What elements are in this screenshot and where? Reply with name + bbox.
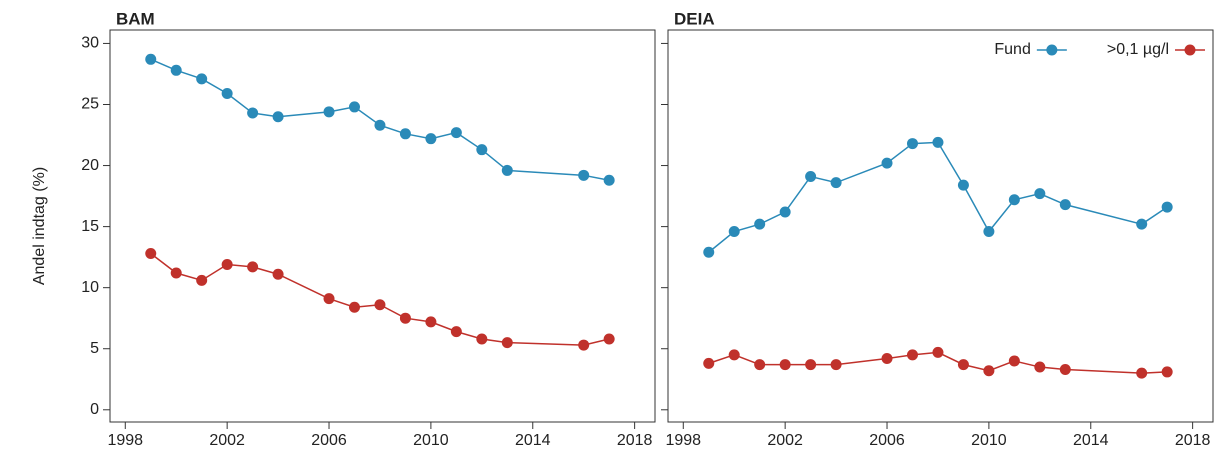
data-point bbox=[805, 171, 817, 183]
data-point bbox=[476, 144, 488, 156]
legend-marker bbox=[1046, 44, 1058, 56]
x-tick-label: 1998 bbox=[107, 432, 143, 449]
data-point bbox=[805, 359, 817, 371]
data-point bbox=[425, 133, 437, 145]
x-tick-label: 2002 bbox=[209, 432, 245, 449]
data-point bbox=[754, 359, 766, 371]
data-point bbox=[501, 337, 513, 349]
data-point bbox=[348, 101, 360, 113]
data-point bbox=[957, 359, 969, 371]
data-point bbox=[906, 138, 918, 150]
data-point bbox=[1161, 366, 1173, 378]
data-point bbox=[1136, 367, 1148, 379]
x-tick-label: 1998 bbox=[665, 432, 701, 449]
data-point bbox=[272, 111, 284, 123]
data-point bbox=[1008, 355, 1020, 367]
data-point bbox=[348, 301, 360, 313]
data-point bbox=[501, 164, 513, 176]
data-point bbox=[374, 119, 386, 131]
data-point bbox=[830, 359, 842, 371]
y-tick-label: 5 bbox=[90, 340, 99, 357]
data-point bbox=[399, 312, 411, 324]
series-line bbox=[708, 351, 1168, 374]
x-tick-label: 2018 bbox=[617, 432, 653, 449]
data-point bbox=[703, 357, 715, 369]
data-point bbox=[728, 349, 740, 361]
data-point bbox=[1059, 199, 1071, 211]
series-line bbox=[150, 58, 610, 181]
data-point bbox=[1136, 218, 1148, 230]
data-point bbox=[170, 267, 182, 279]
data-point bbox=[425, 316, 437, 328]
y-tick-label: 10 bbox=[81, 279, 99, 296]
data-point bbox=[399, 128, 411, 140]
y-tick-label: 30 bbox=[81, 35, 99, 52]
data-point bbox=[603, 174, 615, 186]
data-point bbox=[881, 157, 893, 169]
chart-title: DEIA bbox=[674, 9, 715, 28]
data-point bbox=[272, 268, 284, 280]
data-point bbox=[1059, 363, 1071, 375]
data-point bbox=[578, 169, 590, 181]
data-point bbox=[830, 177, 842, 189]
data-point bbox=[1161, 201, 1173, 213]
data-point bbox=[1008, 194, 1020, 206]
data-point bbox=[323, 293, 335, 305]
data-point bbox=[932, 136, 944, 148]
data-point bbox=[1034, 361, 1046, 373]
data-point bbox=[983, 365, 995, 377]
x-tick-label: 2014 bbox=[515, 432, 551, 449]
data-point bbox=[754, 218, 766, 230]
data-point bbox=[779, 206, 791, 218]
series-line bbox=[150, 252, 610, 346]
y-tick-label: 20 bbox=[81, 157, 99, 174]
data-point bbox=[881, 352, 893, 364]
series-line bbox=[708, 141, 1168, 253]
x-tick-label: 2010 bbox=[413, 432, 449, 449]
data-point bbox=[247, 107, 259, 119]
data-point bbox=[728, 225, 740, 237]
data-point bbox=[196, 274, 208, 286]
data-point bbox=[957, 179, 969, 191]
data-point bbox=[374, 299, 386, 311]
x-tick-label: 2018 bbox=[1175, 432, 1211, 449]
x-tick-label: 2002 bbox=[767, 432, 803, 449]
plot-frame bbox=[667, 29, 1214, 423]
legend-label: >0,1 µg/l bbox=[1107, 41, 1169, 58]
plot-frame bbox=[109, 29, 656, 423]
data-point bbox=[1034, 188, 1046, 200]
data-point bbox=[247, 261, 259, 273]
data-point bbox=[476, 333, 488, 345]
data-point bbox=[145, 53, 157, 65]
data-point bbox=[196, 73, 208, 85]
data-point bbox=[603, 333, 615, 345]
data-point bbox=[170, 64, 182, 76]
data-point bbox=[323, 106, 335, 118]
data-point bbox=[779, 359, 791, 371]
y-tick-label: 15 bbox=[81, 218, 99, 235]
data-point bbox=[983, 225, 995, 237]
legend-marker bbox=[1184, 44, 1196, 56]
y-axis-label: Andel indtag (%) bbox=[31, 167, 48, 285]
data-point bbox=[932, 346, 944, 358]
chart-title: BAM bbox=[116, 9, 155, 28]
data-point bbox=[221, 88, 233, 100]
data-point bbox=[906, 349, 918, 361]
data-point bbox=[450, 326, 462, 338]
x-tick-label: 2006 bbox=[869, 432, 905, 449]
y-tick-label: 0 bbox=[90, 401, 99, 418]
x-tick-label: 2006 bbox=[311, 432, 347, 449]
x-tick-label: 2010 bbox=[971, 432, 1007, 449]
data-point bbox=[703, 246, 715, 258]
x-tick-label: 2014 bbox=[1073, 432, 1109, 449]
data-point bbox=[578, 339, 590, 351]
legend-label: Fund bbox=[994, 41, 1030, 58]
data-point bbox=[221, 258, 233, 270]
y-tick-label: 25 bbox=[81, 96, 99, 113]
data-point bbox=[450, 127, 462, 139]
data-point bbox=[145, 247, 157, 259]
